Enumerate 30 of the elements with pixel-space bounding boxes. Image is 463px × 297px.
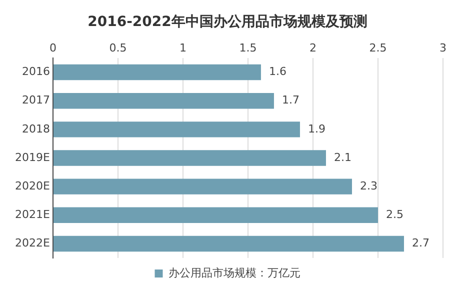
bar [53, 236, 404, 252]
y-tick-label: 2016 [22, 65, 50, 78]
legend-label: 办公用品市场规模：万亿元 [168, 266, 300, 280]
data-label: 2.7 [412, 236, 430, 250]
data-label: 2.3 [360, 179, 378, 192]
y-tick-label: 2022E [14, 236, 50, 250]
y-tick-label: 2017 [22, 94, 50, 107]
x-tick-label: 2.5 [369, 41, 387, 54]
data-label: 1.9 [308, 122, 326, 136]
bar [53, 150, 326, 166]
bar [53, 207, 378, 223]
bar [53, 93, 274, 109]
x-tick-label: 0 [49, 41, 56, 54]
data-label: 1.6 [268, 65, 286, 78]
x-tick-label: 1.5 [239, 41, 257, 54]
data-label: 2.1 [334, 150, 352, 164]
x-tick-label: 1 [179, 41, 186, 54]
bar [53, 64, 261, 80]
x-tick-label: 3 [440, 41, 446, 54]
x-tick-label: 2 [309, 41, 316, 54]
bar [53, 122, 300, 138]
x-tick-label: 0.5 [109, 41, 127, 54]
bar [53, 178, 352, 194]
y-tick-label: 2018 [22, 122, 50, 136]
data-label: 1.7 [282, 94, 300, 107]
y-tick-label: 2020E [14, 179, 50, 192]
y-tick-label: 2019E [14, 150, 50, 164]
data-label: 2.5 [386, 208, 404, 221]
y-tick-label: 2021E [14, 208, 50, 221]
chart-title: 2016-2022年中国办公用品市场规模及预测 [88, 13, 368, 30]
